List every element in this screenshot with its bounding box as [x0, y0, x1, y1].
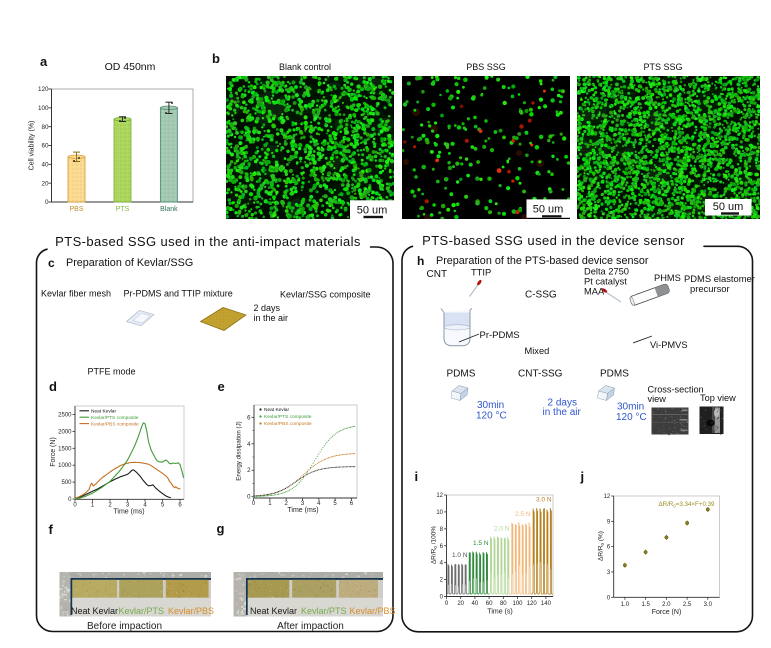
- svg-text:4: 4: [143, 503, 147, 509]
- svg-text:4: 4: [247, 442, 251, 448]
- svg-text:1: 1: [91, 503, 95, 509]
- svg-text:40: 40: [41, 162, 49, 169]
- svg-text:PTS SSG: PTS SSG: [643, 62, 682, 72]
- svg-text:Cell viability (%): Cell viability (%): [29, 121, 36, 171]
- svg-text:OD 450nm: OD 450nm: [105, 61, 156, 73]
- svg-text:b: b: [212, 51, 220, 66]
- svg-text:Kevlar fiber mesh: Kevlar fiber mesh: [41, 289, 111, 299]
- svg-text:a: a: [40, 54, 48, 69]
- svg-text:2 days: 2 days: [254, 303, 281, 313]
- svg-text:0: 0: [45, 199, 49, 206]
- svg-text:d: d: [49, 379, 57, 394]
- svg-text:PTS-based SSG used in the anti: PTS-based SSG used in the anti-impact ma…: [55, 234, 361, 249]
- svg-text:2: 2: [108, 503, 112, 509]
- svg-text:50 um: 50 um: [713, 201, 744, 213]
- svg-text:Kevlar/PBS composite: Kevlar/PBS composite: [264, 421, 312, 427]
- svg-text:2: 2: [285, 501, 289, 507]
- svg-text:2500: 2500: [58, 413, 72, 419]
- svg-text:Time (ms): Time (ms): [287, 507, 318, 514]
- svg-text:Kevlar/SSG composite: Kevlar/SSG composite: [280, 290, 371, 300]
- svg-text:PBS SSG: PBS SSG: [466, 62, 506, 72]
- svg-text:Neat Kevlar: Neat Kevlar: [264, 407, 289, 413]
- svg-text:6: 6: [178, 503, 182, 509]
- svg-text:3: 3: [301, 501, 305, 507]
- svg-text:4: 4: [317, 501, 321, 507]
- svg-text:in the air: in the air: [254, 313, 289, 323]
- svg-text:100: 100: [38, 105, 49, 112]
- svg-text:60: 60: [41, 143, 49, 150]
- svg-text:1000: 1000: [58, 463, 72, 469]
- svg-text:Preparation of Kevlar/SSG: Preparation of Kevlar/SSG: [66, 257, 193, 269]
- svg-text:5: 5: [161, 503, 165, 509]
- svg-text:2000: 2000: [58, 429, 72, 435]
- svg-text:Kevlar/PTS composite: Kevlar/PTS composite: [91, 415, 139, 421]
- svg-text:50 um: 50 um: [357, 205, 388, 217]
- svg-text:Time (ms): Time (ms): [113, 509, 144, 516]
- svg-text:Neat Kevlar: Neat Kevlar: [91, 409, 116, 415]
- svg-text:2: 2: [247, 468, 251, 474]
- svg-text:0: 0: [247, 495, 251, 501]
- svg-text:c: c: [48, 256, 55, 270]
- svg-text:500: 500: [61, 480, 72, 486]
- svg-text:Energy dissipation (J): Energy dissipation (J): [236, 421, 243, 481]
- svg-text:Force (N): Force (N): [50, 437, 57, 467]
- svg-text:6: 6: [350, 501, 354, 507]
- svg-text:20: 20: [41, 180, 49, 187]
- svg-text:Kevlar/PTS composite: Kevlar/PTS composite: [264, 414, 312, 420]
- svg-text:80: 80: [41, 124, 49, 131]
- svg-text:PTS: PTS: [116, 206, 130, 213]
- svg-text:PTS-based SSG used in the devi: PTS-based SSG used in the device sensor: [422, 233, 685, 248]
- svg-text:e: e: [218, 379, 225, 394]
- svg-text:PTFE mode: PTFE mode: [88, 367, 136, 377]
- svg-text:5: 5: [333, 501, 337, 507]
- svg-text:50 um: 50 um: [533, 204, 564, 216]
- svg-text:0: 0: [73, 503, 77, 509]
- svg-text:0: 0: [68, 497, 72, 503]
- svg-text:1500: 1500: [58, 446, 72, 452]
- svg-text:120: 120: [38, 86, 49, 93]
- svg-text:1: 1: [268, 501, 272, 507]
- svg-text:Blank: Blank: [160, 206, 178, 213]
- svg-text:Kevlar/PBS composite: Kevlar/PBS composite: [91, 421, 139, 427]
- svg-text:f: f: [49, 522, 54, 537]
- svg-text:PBS: PBS: [69, 206, 83, 213]
- svg-text:3: 3: [126, 503, 130, 509]
- svg-text:Blank control: Blank control: [279, 62, 331, 72]
- svg-text:6: 6: [247, 415, 251, 421]
- svg-text:g: g: [217, 521, 225, 536]
- svg-text:0: 0: [252, 501, 256, 507]
- svg-text:Pr-PDMS and TTIP mixture: Pr-PDMS and TTIP mixture: [124, 289, 233, 299]
